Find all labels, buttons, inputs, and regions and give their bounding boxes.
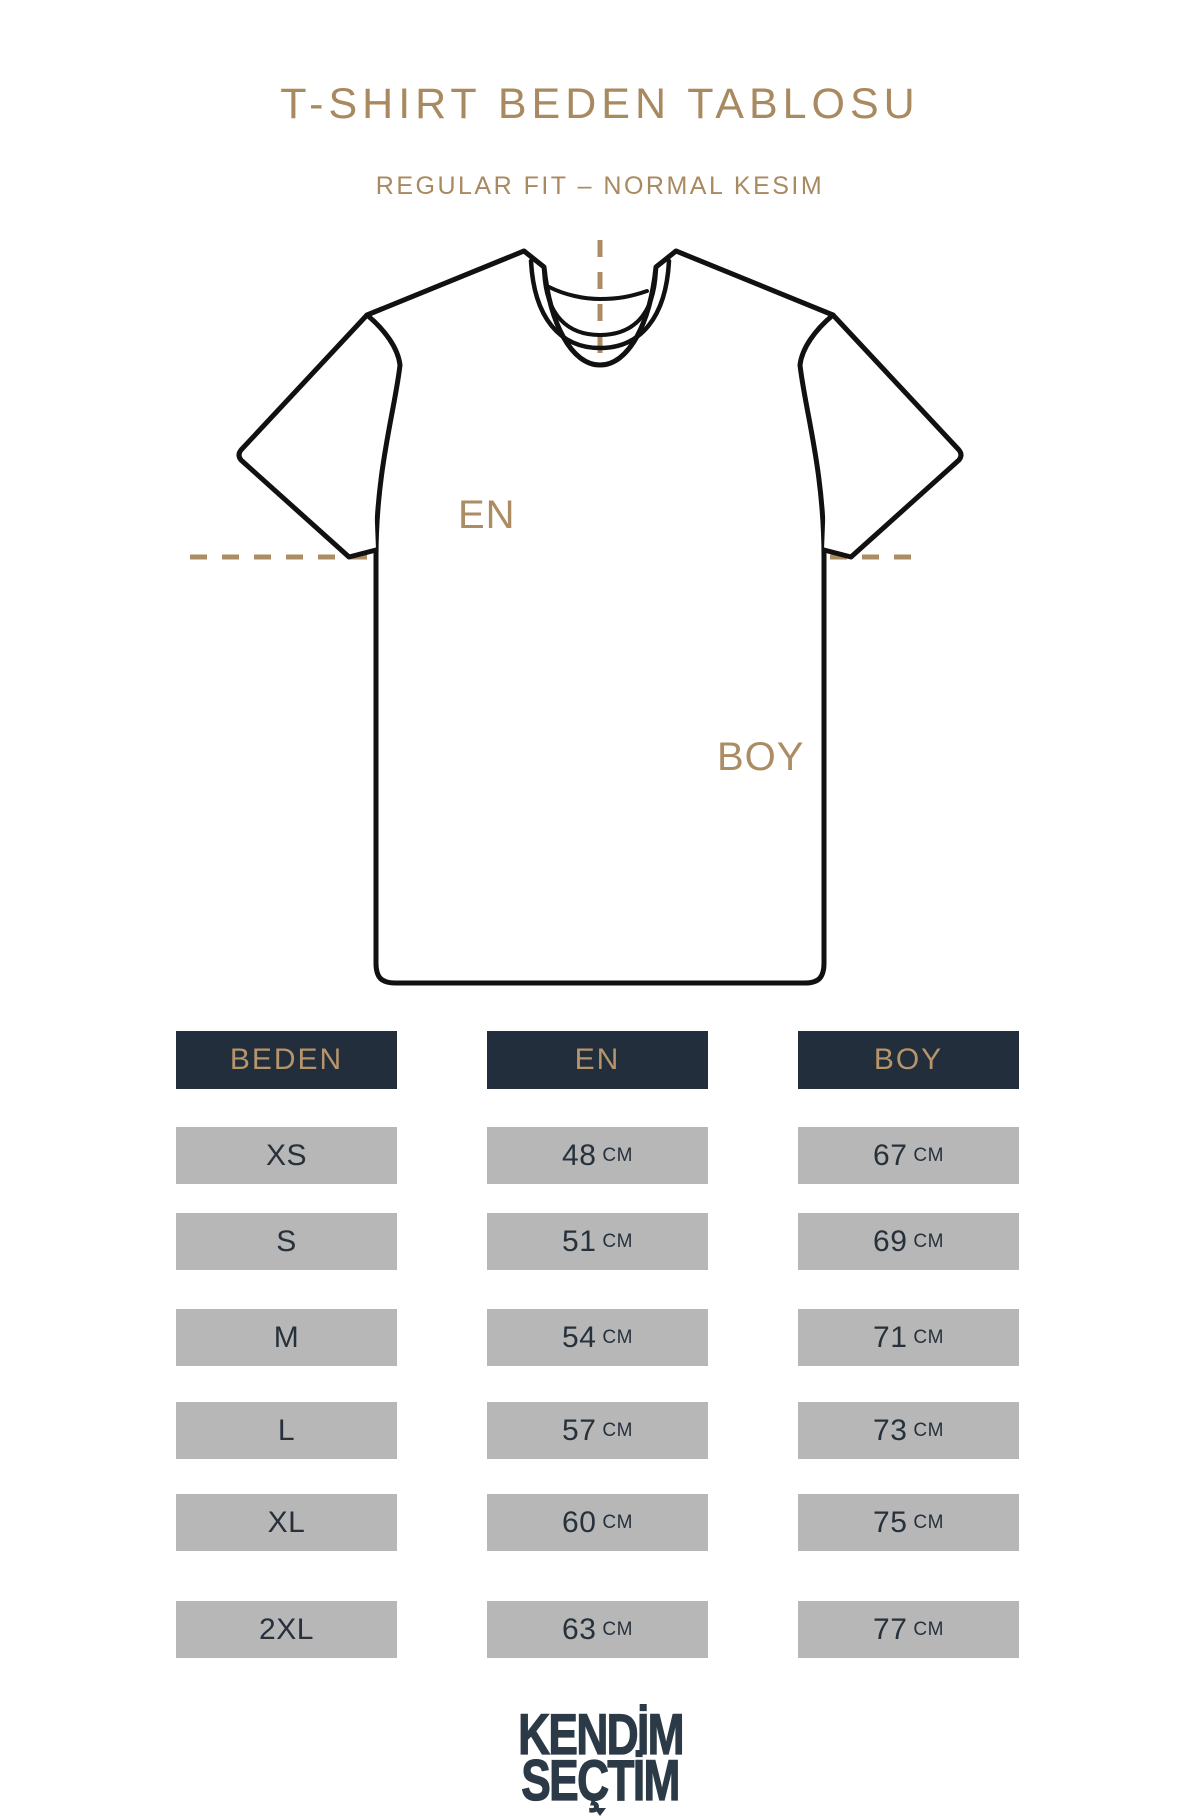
svg-text:BOY: BOY: [717, 735, 804, 779]
svg-text:EN: EN: [458, 493, 516, 537]
